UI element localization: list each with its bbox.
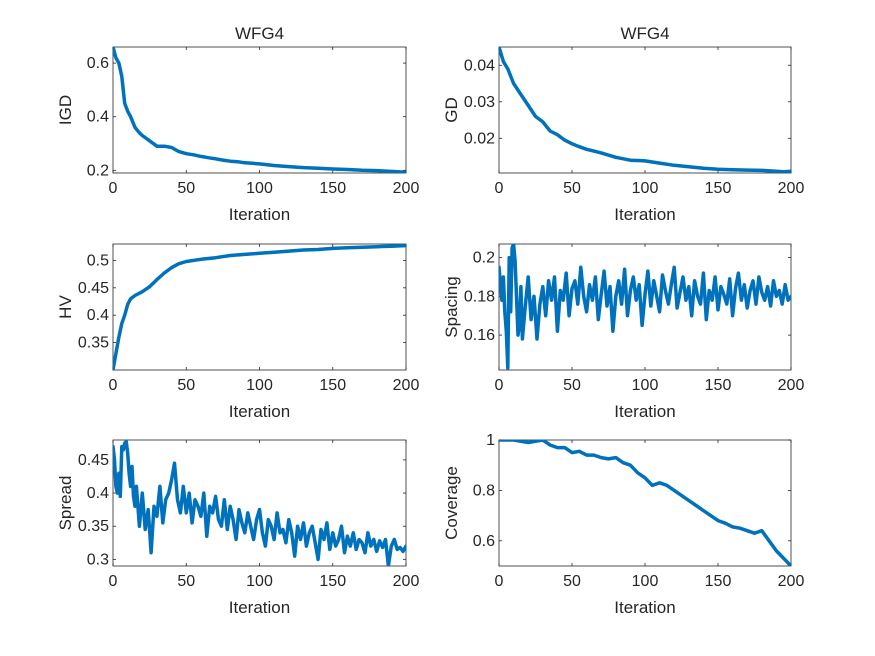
series-line-gd [499,47,791,173]
x-tick-label: 100 [632,377,659,394]
y-axis-label: GD [442,97,461,123]
y-tick-label: 0.4 [87,307,109,324]
x-tick-label: 50 [563,573,581,590]
axes-box [112,243,407,371]
x-tick-label: 50 [563,180,581,197]
y-tick-label: 1 [486,432,495,449]
axes-box [498,439,792,567]
x-axis-label: Iteration [614,402,675,421]
x-tick-label: 0 [495,573,504,590]
x-tick-label: 0 [109,377,118,394]
y-tick-label: 0.4 [87,109,109,126]
y-tick-label: 0.3 [87,551,109,568]
y-tick-label: 0.18 [464,288,495,305]
y-axis-label: Spread [56,476,75,531]
x-tick-label: 0 [109,180,118,197]
x-tick-label: 200 [393,573,420,590]
y-tick-label: 0.6 [87,55,109,72]
y-tick-label: 0.35 [78,518,109,535]
x-tick-label: 50 [563,377,581,394]
y-axis-label: IGD [56,95,75,125]
x-tick-label: 0 [109,573,118,590]
y-tick-label: 0.03 [464,94,495,111]
y-tick-label: 0.8 [473,482,495,499]
x-tick-label: 200 [393,377,420,394]
subplot-2: 0 50 100 150 200 0.02 0.03 0.04 Iteration GD WFG4 [442,24,804,224]
x-axis-label: Iteration [229,598,290,617]
x-tick-label: 100 [632,573,659,590]
x-tick-label: 150 [319,573,346,590]
subplot-1: 0 50 100 150 200 0.2 0.4 0.6 Iteration IGD WFG4 [56,24,419,224]
subplot-3: 0 50 100 150 200 0.35 0.4 0.45 0.5 Iteration HV [56,243,420,421]
y-tick-label: 0.2 [87,162,109,179]
x-tick-label: 0 [495,180,504,197]
y-tick-label: 0.45 [78,280,109,297]
y-tick-label: 0.35 [78,335,109,352]
series-line-spread [113,440,406,566]
y-tick-label: 0.4 [87,485,109,502]
x-tick-label: 150 [319,377,346,394]
x-tick-label: 200 [778,180,805,197]
y-tick-label: 0.16 [464,327,495,344]
x-tick-label: 100 [246,180,273,197]
x-tick-label: 50 [177,180,195,197]
x-tick-label: 150 [319,180,346,197]
axes-box [112,46,407,174]
x-tick-label: 150 [705,180,732,197]
y-tick-label: 0.02 [464,130,495,147]
series-line-igd [113,47,406,173]
series-line-hv [113,244,406,370]
x-axis-label: Iteration [229,402,290,421]
chart-title: WFG4 [235,24,284,43]
series-line-coverage [499,440,791,566]
x-axis-label: Iteration [614,598,675,617]
x-tick-label: 50 [177,377,195,394]
x-tick-label: 0 [495,377,504,394]
x-tick-label: 100 [246,573,273,590]
subplot-6: 0 50 100 150 200 0.6 0.8 1 Iteration Coverage [442,432,804,617]
x-tick-label: 150 [705,377,732,394]
x-tick-label: 200 [393,180,420,197]
x-tick-label: 200 [778,377,805,394]
y-tick-label: 0.5 [87,252,109,269]
y-tick-label: 0.6 [473,533,495,550]
chart-title: WFG4 [620,24,669,43]
axes-box [498,46,792,174]
y-tick-label: 0.2 [473,250,495,267]
x-axis-label: Iteration [229,205,290,224]
x-tick-label: 200 [778,573,805,590]
x-tick-label: 100 [246,377,273,394]
y-axis-label: Coverage [442,466,461,540]
y-tick-label: 0.45 [78,452,109,469]
y-tick-label: 0.04 [464,57,495,74]
y-axis-label: Spacing [442,276,461,337]
series-line-spacing [499,244,791,370]
x-tick-label: 50 [177,573,195,590]
subplot-4: 0 50 100 150 200 0.16 0.18 0.2 Iteration Spacing [442,243,805,421]
x-tick-label: 150 [705,573,732,590]
y-axis-label: HV [56,295,75,319]
x-tick-label: 100 [632,180,659,197]
subplot-5: 0 50 100 150 200 0.3 0.35 0.4 0.45 Iteration Sprea… [56,439,420,617]
x-axis-label: Iteration [614,205,675,224]
